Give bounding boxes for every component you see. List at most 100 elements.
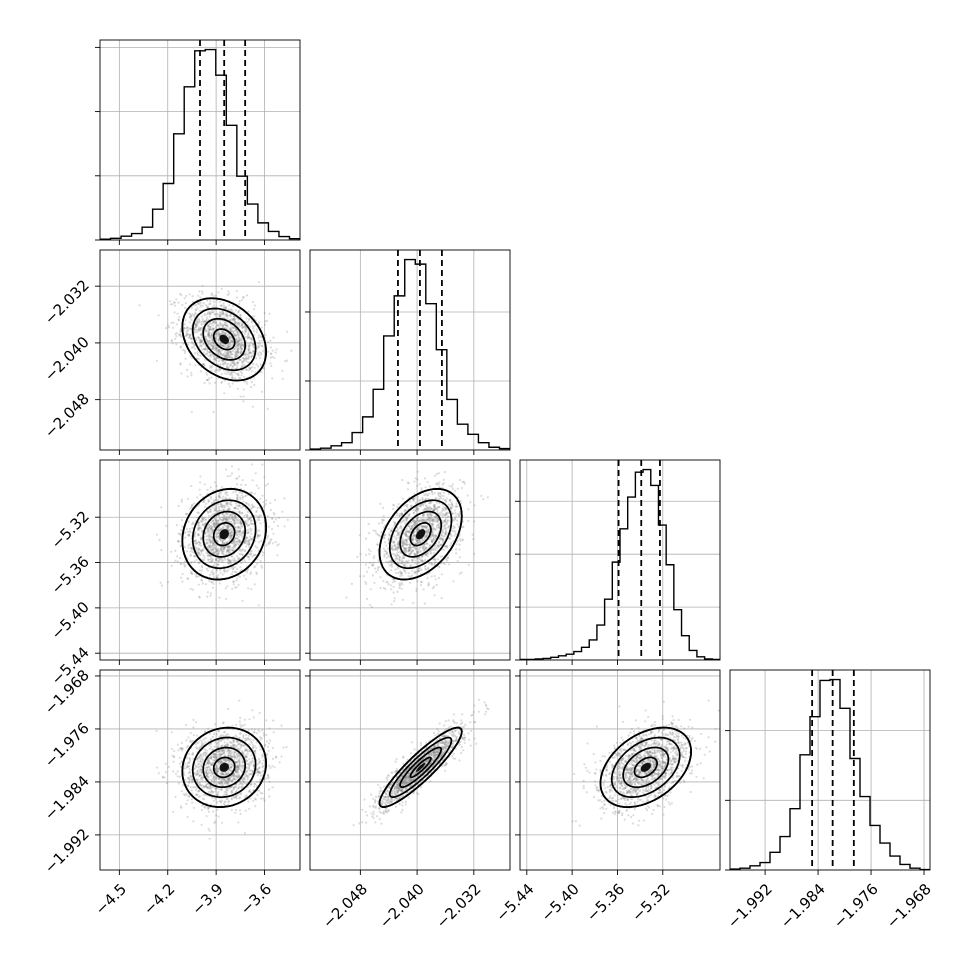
- scatter-point: [207, 498, 210, 501]
- scatter-point: [186, 530, 190, 533]
- scatter-point: [463, 480, 466, 483]
- scatter-point: [211, 755, 214, 759]
- scatter-point: [432, 558, 436, 562]
- scatter-point: [223, 332, 226, 335]
- scatter-point: [217, 324, 220, 327]
- scatter-point: [214, 322, 218, 325]
- scatter-point: [385, 560, 388, 564]
- scatter-point: [209, 302, 212, 305]
- scatter-point: [264, 320, 267, 323]
- scatter-point: [237, 558, 240, 561]
- scatter-point: [248, 558, 251, 561]
- scatter-point: [236, 498, 239, 501]
- scatter-point: [390, 563, 393, 566]
- scatter-point: [406, 530, 409, 533]
- scatter-point: [419, 498, 422, 502]
- scatter-point: [263, 476, 266, 479]
- scatter-point: [428, 544, 431, 548]
- scatter-point: [398, 514, 401, 518]
- scatter-point: [362, 575, 365, 578]
- scatter-point: [221, 573, 224, 576]
- scatter-point: [398, 556, 401, 559]
- scatter-point: [188, 778, 191, 781]
- scatter-point: [226, 334, 229, 337]
- scatter-point: [195, 308, 198, 311]
- scatter-point: [212, 576, 215, 579]
- scatter-point: [249, 325, 252, 328]
- scatter-point: [450, 529, 453, 532]
- scatter-point: [418, 548, 421, 551]
- scatter-point: [412, 499, 415, 503]
- scatter-point: [387, 547, 390, 550]
- scatter-point: [219, 342, 222, 345]
- scatter-point: [442, 538, 445, 542]
- scatter-point: [238, 548, 242, 551]
- scatter-point: [397, 534, 400, 537]
- scatter-point: [239, 732, 242, 735]
- scatter-point: [189, 554, 192, 558]
- scatter-point: [261, 339, 264, 342]
- scatter-point: [235, 345, 238, 348]
- scatter-point: [205, 772, 208, 776]
- scatter-point: [173, 311, 176, 314]
- scatter-point: [238, 510, 241, 513]
- scatter-point: [223, 773, 226, 776]
- scatter-point: [211, 327, 215, 330]
- scatter-point: [420, 503, 423, 506]
- scatter-point: [247, 538, 250, 541]
- scatter-point: [192, 314, 195, 317]
- contour-level-2: [191, 307, 257, 372]
- scatter-point: [402, 554, 405, 557]
- scatter-point: [230, 531, 233, 534]
- scatter-point: [432, 509, 435, 512]
- scatter-point: [214, 767, 217, 771]
- scatter-point: [419, 567, 422, 570]
- scatter-point: [190, 505, 193, 508]
- scatter-point: [256, 533, 259, 537]
- scatter-point: [421, 519, 424, 522]
- scatter-point: [157, 772, 160, 775]
- scatter-point: [430, 551, 433, 555]
- scatter-point: [224, 344, 227, 347]
- scatter-point: [201, 517, 204, 521]
- scatter-point: [417, 527, 420, 531]
- scatter-point: [430, 501, 433, 504]
- scatter-point: [230, 546, 233, 550]
- scatter-point: [237, 518, 240, 521]
- scatter-point: [401, 541, 404, 544]
- scatter-point: [394, 545, 397, 548]
- scatter-point: [208, 342, 212, 345]
- scatter-point: [215, 559, 218, 562]
- scatter-point: [228, 778, 231, 782]
- scatter-point: [201, 529, 204, 532]
- scatter-point: [401, 537, 404, 540]
- scatter-point: [431, 541, 434, 544]
- scatter-point: [228, 345, 231, 348]
- scatter-point: [207, 778, 210, 781]
- scatter-point: [200, 776, 203, 779]
- scatter-point: [206, 378, 209, 382]
- scatter-point: [453, 509, 457, 512]
- scatter-point: [200, 520, 203, 524]
- scatter-point: [377, 522, 380, 525]
- scatter-point: [190, 570, 193, 573]
- scatter-point: [209, 326, 212, 329]
- scatter-point: [191, 801, 194, 804]
- scatter-point: [382, 526, 385, 529]
- scatter-point: [188, 527, 191, 530]
- scatter-point: [190, 346, 193, 349]
- scatter-point: [218, 349, 221, 352]
- scatter-point: [262, 506, 265, 509]
- scatter-point: [195, 303, 198, 306]
- scatter-point: [252, 345, 255, 348]
- scatter-point: [238, 533, 241, 536]
- scatter-point: [428, 516, 431, 519]
- scatter-point: [442, 514, 445, 517]
- scatter-point: [399, 525, 402, 528]
- scatter-point: [409, 575, 412, 578]
- scatter-point: [258, 514, 261, 517]
- scatter-point: [188, 315, 191, 318]
- scatter-point: [256, 530, 259, 533]
- scatter-point: [415, 553, 418, 556]
- scatter-point: [238, 352, 241, 355]
